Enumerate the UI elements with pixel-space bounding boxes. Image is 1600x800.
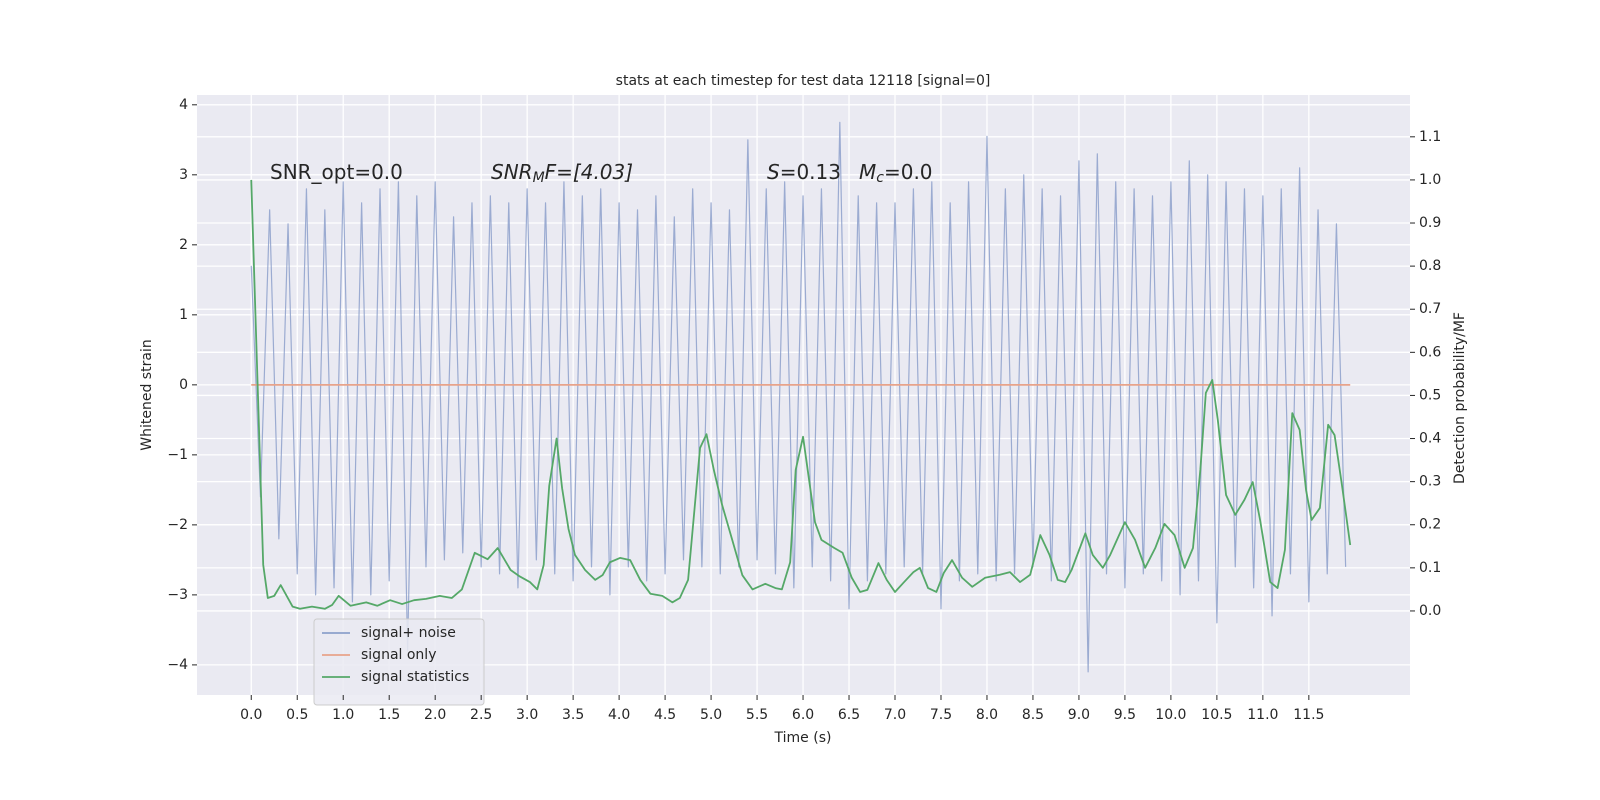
y2-tick-label: 0.6 bbox=[1419, 344, 1441, 360]
annotation-subscript: M bbox=[533, 170, 545, 186]
annotation-text: =0.13 bbox=[780, 160, 841, 184]
legend-label: signal statistics bbox=[361, 669, 469, 685]
y-tick-label: −4 bbox=[167, 657, 188, 673]
series-line bbox=[250, 121, 1347, 673]
x-tick-label: 5.5 bbox=[746, 707, 768, 723]
x-tick-label: 3.0 bbox=[516, 707, 538, 723]
x-tick-label: 1.0 bbox=[332, 707, 354, 723]
x-tick-label: 10.5 bbox=[1201, 707, 1232, 723]
x-tick-label: 11.0 bbox=[1247, 707, 1278, 723]
x-tick-label: 10.0 bbox=[1155, 707, 1186, 723]
y-tick-label: 1 bbox=[179, 307, 188, 323]
legend: signal+ noise signal only signal statistic… bbox=[313, 618, 485, 706]
legend-box bbox=[313, 618, 485, 706]
y2-tick-label: 1.0 bbox=[1419, 172, 1441, 188]
annotation: SNR_opt=0.0 bbox=[270, 160, 403, 184]
y-tick-label: 0 bbox=[179, 377, 188, 393]
y2-axis-label: Detection probability/MF bbox=[1452, 312, 1468, 484]
y2-tick-label: 1.1 bbox=[1419, 129, 1441, 145]
annotation-text: S bbox=[767, 160, 780, 184]
x-tick-label: 9.0 bbox=[1068, 707, 1090, 723]
x-tick-label: 4.5 bbox=[654, 707, 676, 723]
y2-tick-label: 0.7 bbox=[1419, 301, 1441, 317]
x-tick-label: 9.5 bbox=[1114, 707, 1136, 723]
x-tick-label: 6.0 bbox=[792, 707, 814, 723]
annotation-text: SNR bbox=[491, 160, 533, 184]
x-tick-label: 3.5 bbox=[562, 707, 584, 723]
x-tick-label: 7.0 bbox=[884, 707, 906, 723]
annotation-text: SNR_opt=0.0 bbox=[270, 160, 403, 184]
chart-title: stats at each timestep for test data 121… bbox=[616, 73, 991, 89]
x-tick-label: 7.5 bbox=[930, 707, 952, 723]
marks bbox=[250, 121, 1352, 673]
y2-tick-label: 0.8 bbox=[1419, 258, 1441, 274]
x-tick-label: 1.5 bbox=[378, 707, 400, 723]
x-tick-label: 5.0 bbox=[700, 707, 722, 723]
annotation: S=0.13 bbox=[767, 160, 841, 184]
x-tick-label: 2.0 bbox=[424, 707, 446, 723]
y-tick-label: −3 bbox=[167, 587, 188, 603]
x-tick-label: 4.0 bbox=[608, 707, 630, 723]
y2-tick-label: 0.1 bbox=[1419, 560, 1441, 576]
y2-tick-label: 0.9 bbox=[1419, 215, 1441, 231]
x-tick-label: 11.5 bbox=[1293, 707, 1324, 723]
annotation-subscript: c bbox=[876, 170, 884, 186]
annotation-text: =0.0 bbox=[884, 160, 933, 184]
x-tick-label: 8.0 bbox=[976, 707, 998, 723]
annotation: Mc=0.0 bbox=[859, 160, 933, 187]
x-axis-label: Time (s) bbox=[774, 730, 832, 746]
y2-tick-label: 0.2 bbox=[1419, 517, 1441, 533]
y2-tick-label: 0.0 bbox=[1419, 603, 1441, 619]
y-tick-label: −2 bbox=[167, 517, 188, 533]
x-tick-label: 0.0 bbox=[240, 707, 262, 723]
y-tick-label: 3 bbox=[179, 167, 188, 183]
legend-label: signal only bbox=[361, 647, 436, 663]
series-line bbox=[250, 179, 1352, 610]
x-tick-label: 8.5 bbox=[1022, 707, 1044, 723]
annotation-text: M bbox=[859, 160, 876, 184]
x-tick-label: 0.5 bbox=[286, 707, 308, 723]
y2-tick-label: 0.5 bbox=[1419, 387, 1441, 403]
y2-tick-label: 0.4 bbox=[1419, 431, 1441, 447]
y-tick-label: 4 bbox=[179, 97, 188, 113]
y-axis-label: Whitened strain bbox=[139, 339, 155, 450]
y2-tick-label: 0.3 bbox=[1419, 474, 1441, 490]
legend-label: signal+ noise bbox=[361, 625, 456, 641]
x-tick-label: 2.5 bbox=[470, 707, 492, 723]
y-tick-label: 2 bbox=[179, 237, 188, 253]
annotation-text: F=[4.03] bbox=[545, 160, 633, 184]
x-tick-label: 6.5 bbox=[838, 707, 860, 723]
y-tick-label: −1 bbox=[167, 447, 188, 463]
annotation: SNRMF=[4.03] bbox=[491, 160, 633, 187]
